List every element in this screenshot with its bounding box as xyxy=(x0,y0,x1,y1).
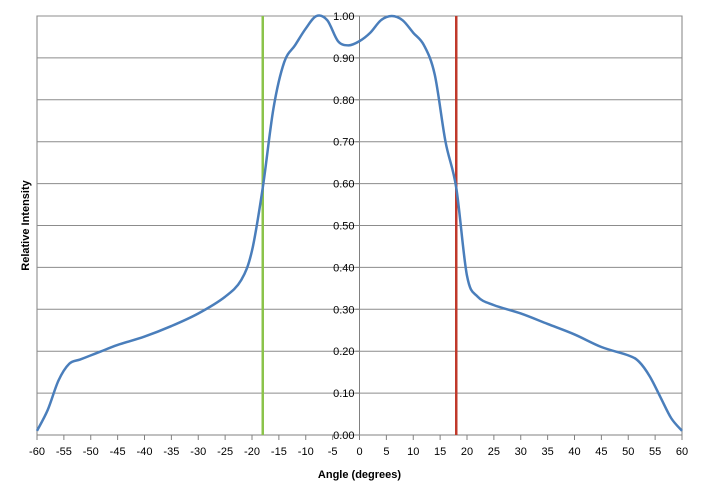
y-axis-title: Relative Intensity xyxy=(20,179,32,270)
x-tick-label: -25 xyxy=(217,446,233,458)
y-tick-label: 0.30 xyxy=(333,304,354,316)
x-tick-label: -50 xyxy=(83,446,99,458)
x-tick-label: 10 xyxy=(407,446,419,458)
y-tick-label: 0.40 xyxy=(333,262,354,274)
x-axis-title: Angle (degrees) xyxy=(318,469,401,481)
x-axis: -60 -55 -50 -45 -40 -35 -30 -25 -20 -15 -10 -5 0 5 10 1… xyxy=(29,434,688,458)
y-tick-label: 0.00 xyxy=(333,430,354,442)
series-group xyxy=(35,14,683,432)
x-tick-label: 35 xyxy=(542,446,554,458)
x-tick-label: 25 xyxy=(488,446,500,458)
x-tick-label: -55 xyxy=(56,446,72,458)
x-tick-label: 40 xyxy=(568,446,580,458)
series-line xyxy=(35,14,683,432)
y-axis: 0.00 0.10 0.20 0.30 0.40 0.50 0.60 0.70 0.80 0.90… xyxy=(333,11,360,442)
y-tick-label: 0.90 xyxy=(333,53,354,65)
y-tick-label: 1.00 xyxy=(333,11,354,23)
x-tick-label: 20 xyxy=(461,446,473,458)
x-tick-label: -45 xyxy=(110,446,126,458)
x-tick-label: -20 xyxy=(244,446,260,458)
x-tick-label: -40 xyxy=(137,446,153,458)
x-tick-label: -15 xyxy=(271,446,287,458)
x-tick-label: 45 xyxy=(595,446,607,458)
x-tick-label: 60 xyxy=(676,446,688,458)
x-tick-label: 50 xyxy=(622,446,634,458)
y-tick-label: 0.70 xyxy=(333,137,354,149)
x-tick-label: 0 xyxy=(356,446,362,458)
x-tick-label: -35 xyxy=(163,446,179,458)
x-tick-label: -60 xyxy=(29,446,45,458)
x-tick-label: 55 xyxy=(649,446,661,458)
y-tick-label: 0.80 xyxy=(333,95,354,107)
y-tick-label: 0.60 xyxy=(333,179,354,191)
x-tick-label: -10 xyxy=(298,446,314,458)
y-tick-label: 0.50 xyxy=(333,221,354,233)
x-tick-label: 15 xyxy=(434,446,446,458)
y-tick-label: 0.20 xyxy=(333,346,354,358)
reference-lines xyxy=(261,16,458,435)
x-tick-label: 5 xyxy=(383,446,389,458)
x-tick-label: 30 xyxy=(515,446,527,458)
y-tick-label: 0.10 xyxy=(333,388,354,400)
x-tick-label: -30 xyxy=(190,446,206,458)
x-tick-label: -5 xyxy=(328,446,338,458)
